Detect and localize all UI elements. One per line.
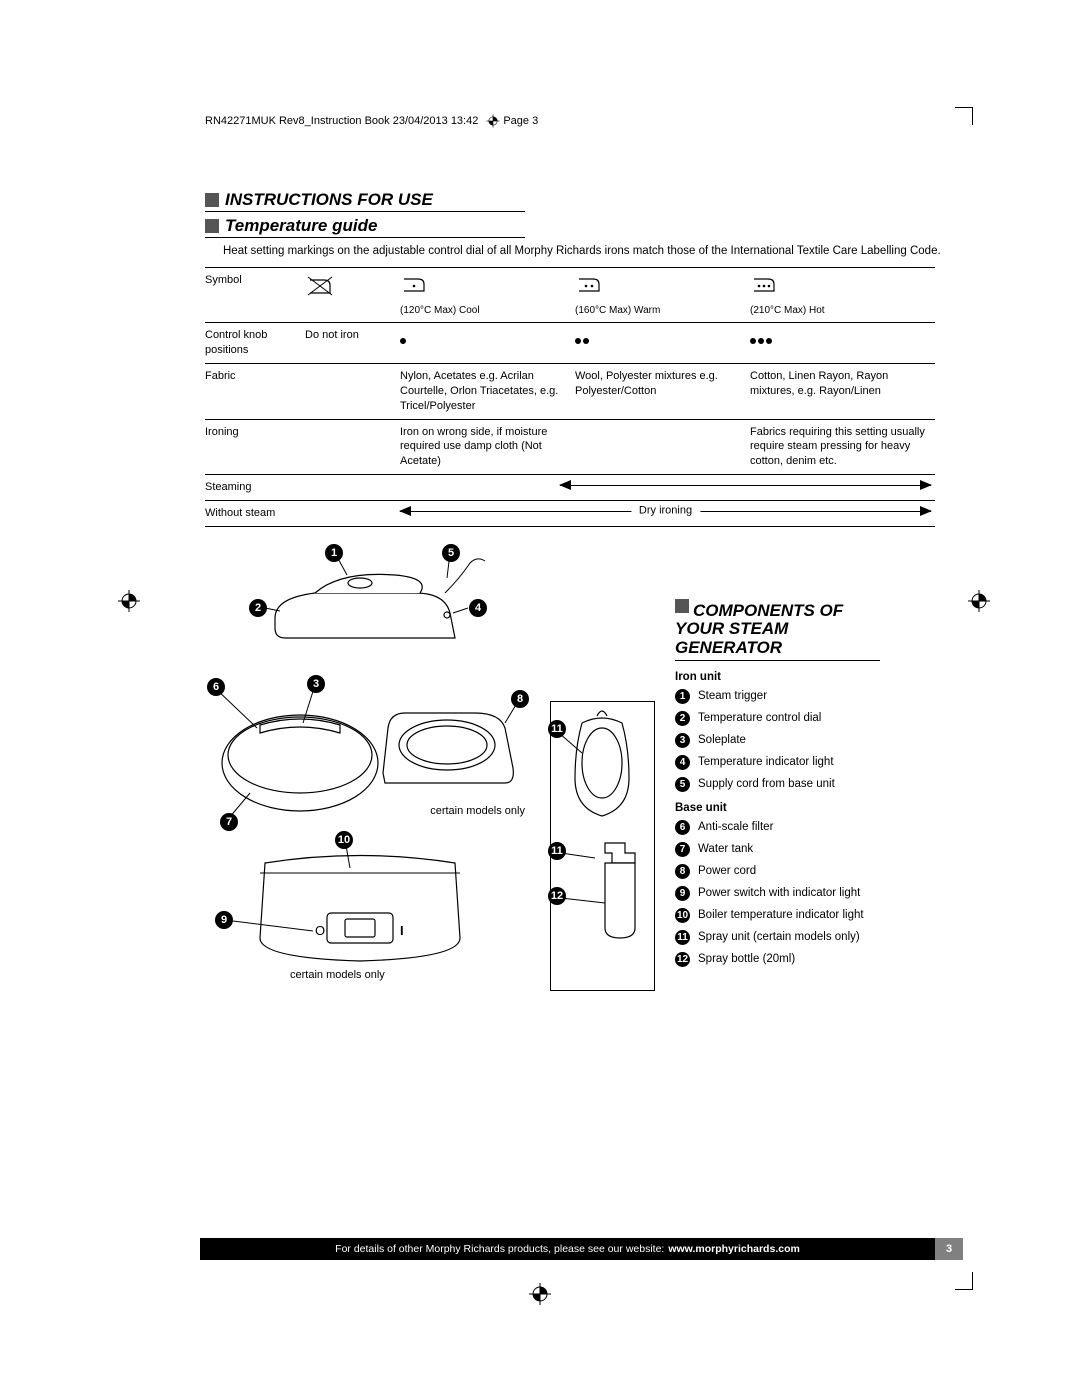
list-item: 7Water tank <box>675 842 955 857</box>
spray-diagram: 11 11 12 <box>550 701 655 991</box>
footer-text: For details of other Morphy Richards pro… <box>200 1238 935 1260</box>
table-row-fabric: Fabric Nylon, Acetates e.g. Acrilan Cour… <box>205 363 935 419</box>
list-item: 4Temperature indicator light <box>675 755 955 770</box>
symbol-cool: (120°C Max) Cool <box>400 267 575 322</box>
cell: Cotton, Linen Rayon, Rayon mixtures, e.g… <box>750 363 935 419</box>
svg-text:I: I <box>400 923 404 938</box>
row-label: Without steam <box>205 500 305 526</box>
registration-mark <box>529 1283 551 1305</box>
row-label: Steaming <box>205 475 305 501</box>
bullet-icon <box>675 599 689 613</box>
table-row-ironing: Ironing Iron on wrong side, if moisture … <box>205 419 935 475</box>
cell: Do not iron <box>305 323 400 364</box>
diagrams-column: 1 5 2 4 <box>205 553 530 991</box>
dry-ironing-arrow: Dry ironing <box>400 500 935 526</box>
callout-12: 12 <box>548 887 566 905</box>
temperature-table: Symbol (120°C Max) Cool (160°C Max) Warm… <box>205 267 935 527</box>
list-item: 3Soleplate <box>675 733 955 748</box>
callout-2: 2 <box>249 599 267 617</box>
page-ref: Page 3 <box>503 115 538 127</box>
doc-ref: RN42271MUK Rev8_Instruction Book 23/04/2… <box>205 115 478 127</box>
crop-mark <box>955 107 973 125</box>
page-number: 3 <box>935 1238 963 1260</box>
list-item: 8Power cord <box>675 864 955 879</box>
table-row-knob: Control knob positions Do not iron <box>205 323 935 364</box>
callout-1: 1 <box>325 544 343 562</box>
callout-11: 11 <box>548 720 566 738</box>
footer: For details of other Morphy Richards pro… <box>200 1238 963 1260</box>
section-title-temperature: Temperature guide <box>205 216 525 238</box>
list-item: 12Spray bottle (20ml) <box>675 952 955 967</box>
iron-diagram: 1 5 2 4 <box>245 553 530 673</box>
row-label: Ironing <box>205 419 305 475</box>
spray-diagram-column: 11 11 12 <box>550 553 655 991</box>
callout-11: 11 <box>548 842 566 860</box>
section-title-instructions: INSTRUCTIONS FOR USE <box>205 190 525 212</box>
list-item: 2Temperature control dial <box>675 711 955 726</box>
callout-9: 9 <box>215 911 233 929</box>
table-row-steaming: Steaming <box>205 475 935 501</box>
row-label: Control knob positions <box>205 323 305 364</box>
intro-text: Heat setting markings on the adjustable … <box>223 244 955 259</box>
dot-cell <box>750 323 935 364</box>
dot-cell <box>400 323 575 364</box>
base-unit-list: 6Anti-scale filter 7Water tank 8Power co… <box>675 820 955 967</box>
list-item: 11Spray unit (certain models only) <box>675 930 955 945</box>
registration-mark <box>968 590 990 612</box>
symbol-warm: (160°C Max) Warm <box>575 267 750 322</box>
registration-mark <box>118 590 140 612</box>
base-unit-diagram: 6 3 8 7 certain models only <box>205 673 530 843</box>
table-row-without-steam: Without steam Dry ironing <box>205 500 935 526</box>
callout-7: 7 <box>220 813 238 831</box>
row-label: Fabric <box>205 363 305 419</box>
components-title: COMPONENTS OF YOUR STEAM GENERATOR <box>675 599 880 661</box>
table-row-symbol: Symbol (120°C Max) Cool (160°C Max) Warm… <box>205 267 935 322</box>
symbol-noiron <box>305 267 400 322</box>
components-listing: COMPONENTS OF YOUR STEAM GENERATOR Iron … <box>675 553 955 991</box>
certain-models-caption: certain models only <box>430 805 525 817</box>
dot-cell <box>575 323 750 364</box>
steaming-arrow <box>400 475 935 501</box>
callout-6: 6 <box>207 678 225 696</box>
document-header: RN42271MUK Rev8_Instruction Book 23/04/2… <box>205 110 955 132</box>
page: RN42271MUK Rev8_Instruction Book 23/04/2… <box>0 0 1080 1397</box>
callout-10: 10 <box>335 831 353 849</box>
row-label: Symbol <box>205 267 305 322</box>
crop-mark <box>955 1272 973 1290</box>
components-section: 1 5 2 4 <box>205 553 955 991</box>
list-item: 9Power switch with indicator light <box>675 886 955 901</box>
bullet-icon <box>205 219 219 233</box>
callout-8: 8 <box>511 690 529 708</box>
symbol-hot: (210°C Max) Hot <box>750 267 935 322</box>
callout-5: 5 <box>442 544 460 562</box>
certain-models-caption: certain models only <box>290 969 385 981</box>
cell: Nylon, Acetates e.g. Acrilan Courtelle, … <box>400 363 575 419</box>
svg-text:O: O <box>315 923 325 938</box>
bullet-icon <box>205 193 219 207</box>
base-unit-heading: Base unit <box>675 802 955 814</box>
list-item: 6Anti-scale filter <box>675 820 955 835</box>
list-item: 1Steam trigger <box>675 689 955 704</box>
cell: Wool, Polyester mixtures e.g. Polyester/… <box>575 363 750 419</box>
callout-4: 4 <box>469 599 487 617</box>
iron-unit-heading: Iron unit <box>675 671 955 683</box>
cell: Fabrics requiring this setting usually r… <box>750 419 935 475</box>
cell: Iron on wrong side, if moisture required… <box>400 419 575 475</box>
control-panel-diagram: O I 10 9 certain models only <box>215 843 530 983</box>
callout-3: 3 <box>307 675 325 693</box>
iron-unit-list: 1Steam trigger 2Temperature control dial… <box>675 689 955 792</box>
list-item: 10Boiler temperature indicator light <box>675 908 955 923</box>
list-item: 5Supply cord from base unit <box>675 777 955 792</box>
